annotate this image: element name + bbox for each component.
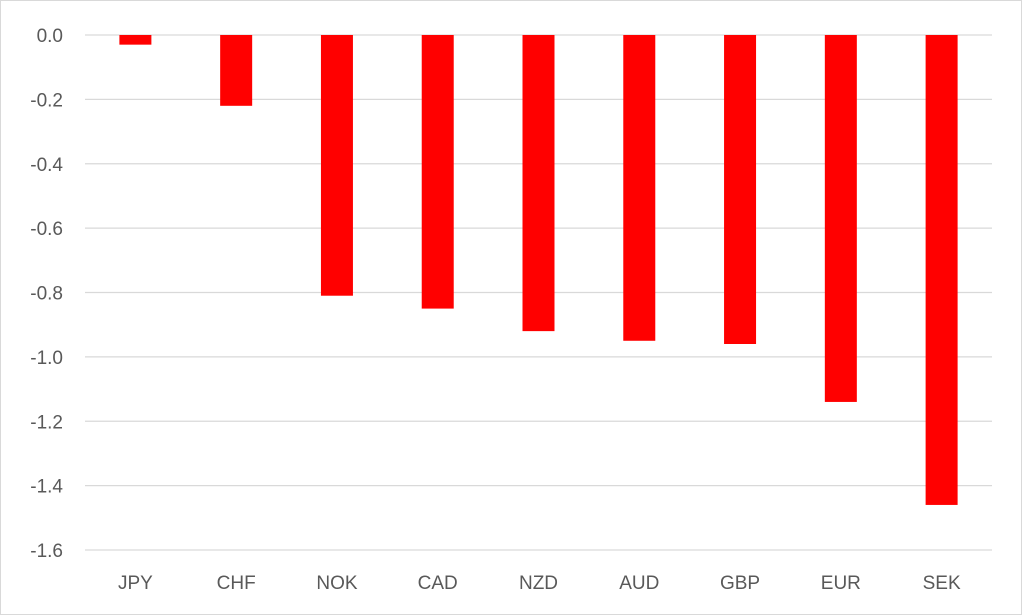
y-tick-label: -0.8: [30, 284, 63, 305]
y-tick-label: -1.4: [30, 477, 63, 498]
y-tick-label: -1.0: [30, 348, 63, 369]
x-tick-label-sek: SEK: [923, 573, 961, 594]
y-tick-label: -1.2: [30, 412, 63, 433]
y-tick-label: -0.2: [30, 90, 63, 111]
x-tick-label-jpy: JPY: [118, 573, 153, 594]
y-tick-label: -0.6: [30, 219, 63, 240]
x-tick-label-gbp: GBP: [720, 573, 760, 594]
x-tick-label-nzd: NZD: [519, 573, 558, 594]
x-tick-label-eur: EUR: [821, 573, 861, 594]
y-tick-label: -1.6: [30, 541, 63, 562]
bar-eur: [824, 35, 857, 402]
x-tick-label-aud: AUD: [619, 573, 659, 594]
bar-sek: [925, 35, 958, 505]
x-tick-label-nok: NOK: [316, 573, 358, 594]
bars: [119, 35, 958, 505]
y-tick-label: 0.0: [37, 26, 63, 47]
x-tick-label-chf: CHF: [217, 573, 256, 594]
bar-cad: [421, 35, 454, 309]
bar-chf: [220, 35, 253, 106]
bar-nok: [320, 35, 353, 296]
bar-gbp: [724, 35, 757, 344]
bar-jpy: [119, 35, 152, 45]
y-axis-tick-labels: 0.0 -0.2 -0.4 -0.6 -0.8 -1.0 -1.2 -1.4 -1.6: [30, 26, 63, 562]
x-axis-tick-labels: JPY CHF NOK CAD NZD AUD GBP EUR SEK: [118, 573, 961, 594]
bar-nzd: [522, 35, 555, 332]
bar-aud: [623, 35, 656, 341]
y-tick-label: -0.4: [30, 155, 63, 176]
x-tick-label-cad: CAD: [418, 573, 458, 594]
